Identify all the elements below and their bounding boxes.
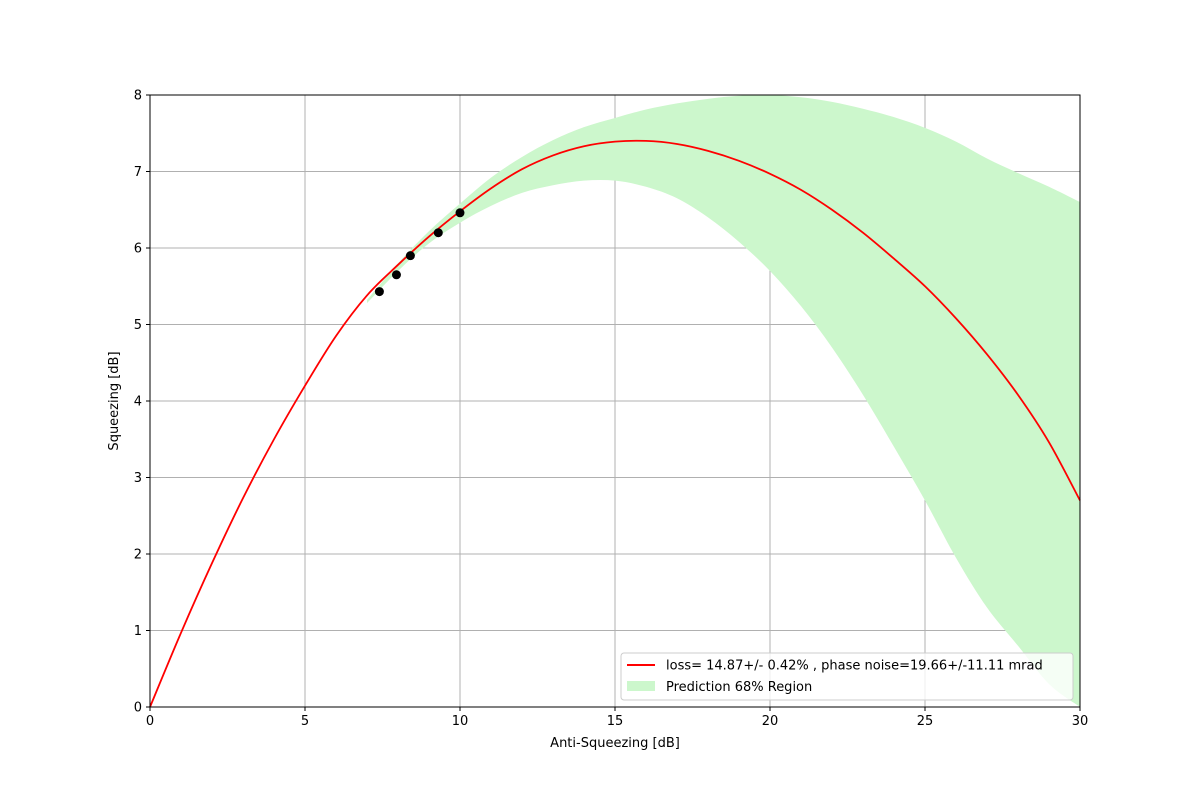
data-point [405, 251, 415, 261]
y-axis-label: Squeezing [dB] [107, 351, 122, 450]
data-point [433, 228, 443, 238]
y-tick-label: 5 [134, 318, 142, 333]
y-tick-label: 2 [134, 548, 142, 563]
data-point [391, 270, 401, 280]
legend-band-swatch [627, 681, 655, 691]
fit-line [149, 139, 1081, 708]
y-tick-label: 4 [134, 395, 142, 410]
fit-line-layer [149, 139, 1081, 708]
x-tick-label: 25 [917, 714, 934, 729]
legend: loss= 14.87+/- 0.42% , phase noise=19.66… [620, 652, 1074, 701]
x-tick-label: 20 [762, 714, 779, 729]
x-tick-label: 15 [607, 714, 624, 729]
legend-entry-region: Prediction 68% Region [666, 680, 812, 695]
y-tick-label: 7 [134, 165, 142, 180]
y-tick-label: 8 [134, 89, 142, 104]
x-tick-label: 30 [1072, 714, 1089, 729]
tick-layer: 0 5 10 15 20 25 30 0 1 2 3 4 5 6 7 8 [134, 89, 1089, 730]
y-tick-label: 0 [134, 701, 142, 716]
y-tick-label: 1 [134, 624, 142, 639]
prediction-band [367, 94, 1080, 708]
x-axis-label: Anti-Squeezing [dB] [550, 736, 680, 751]
x-tick-label: 5 [301, 714, 309, 729]
y-tick-label: 3 [134, 471, 142, 486]
legend-entry-fit: loss= 14.87+/- 0.42% , phase noise=19.66… [666, 659, 1043, 674]
x-tick-label: 0 [146, 714, 154, 729]
x-tick-label: 10 [452, 714, 469, 729]
prediction-band-layer [367, 94, 1080, 708]
legend-box [620, 652, 1074, 701]
y-tick-label: 6 [134, 242, 142, 257]
data-points-layer [374, 208, 465, 297]
data-point [455, 208, 465, 218]
data-point [374, 287, 384, 297]
